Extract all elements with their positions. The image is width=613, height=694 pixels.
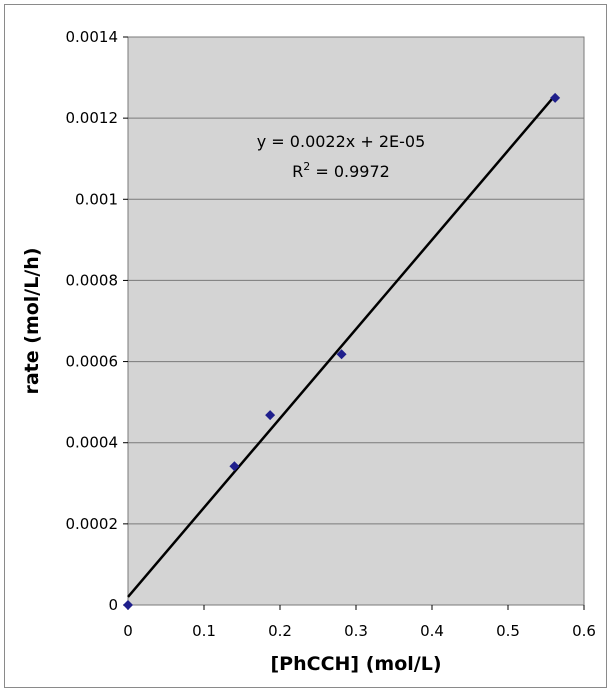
data-point bbox=[336, 349, 347, 360]
r-squared-value: = 0.9972 bbox=[310, 162, 390, 181]
data-point bbox=[265, 410, 276, 421]
plot-area bbox=[127, 36, 585, 606]
x-axis-title: [PhCCH] (mol/L) bbox=[271, 653, 442, 675]
y-tick-label: 0.0014 bbox=[66, 28, 119, 46]
y-tick-label: 0.0006 bbox=[66, 353, 119, 371]
gridlines bbox=[128, 36, 584, 525]
trendline-equation: y = 0.0022x + 2E-05 bbox=[257, 132, 426, 151]
data-point bbox=[123, 600, 133, 610]
x-tick-label: 0 bbox=[123, 622, 133, 640]
x-axis-ticks: 0 0.1 0.2 0.3 0.4 0.5 0.6 bbox=[123, 605, 596, 640]
y-tick-label: 0.0008 bbox=[66, 271, 119, 289]
r-squared-prefix: R bbox=[292, 162, 303, 181]
y-tick-label: 0 bbox=[108, 596, 118, 614]
x-tick-label: 0.6 bbox=[572, 622, 596, 640]
y-tick-label: 0.0004 bbox=[66, 434, 119, 452]
data-point bbox=[229, 461, 240, 472]
data-point bbox=[550, 92, 561, 103]
trendline bbox=[127, 94, 557, 598]
y-tick-label: 0.0012 bbox=[66, 109, 119, 127]
r-squared: R2 = 0.9972 bbox=[292, 160, 390, 181]
y-tick-label: 0.0002 bbox=[66, 515, 119, 533]
y-axis-title: rate (mol/L/h) bbox=[21, 247, 43, 394]
x-tick-label: 0.2 bbox=[268, 622, 292, 640]
x-tick-label: 0.4 bbox=[420, 622, 444, 640]
r-squared-superscript: 2 bbox=[303, 160, 310, 173]
y-tick-label: 0.001 bbox=[75, 190, 118, 208]
data-points bbox=[123, 92, 561, 610]
x-tick-label: 0.5 bbox=[496, 622, 520, 640]
y-axis-ticks: 0 0.0002 0.0004 0.0006 0.0008 0.001 0.0012 0.00… bbox=[66, 28, 128, 614]
x-tick-label: 0.1 bbox=[192, 622, 216, 640]
x-tick-label: 0.3 bbox=[344, 622, 368, 640]
